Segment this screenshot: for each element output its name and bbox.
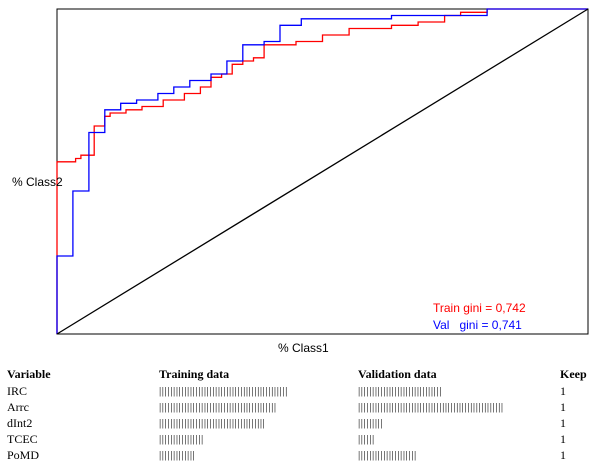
keep-value: 1 xyxy=(560,400,566,414)
table-header: Variable Training data Validation data K… xyxy=(7,366,597,383)
val-gini-annotation: Val gini = 0,741 xyxy=(433,318,522,332)
training-bar: |||||||||||||||| xyxy=(159,433,204,445)
keep-value: 1 xyxy=(560,432,566,446)
variable-name: Arrc xyxy=(7,400,29,414)
training-bar: ||||||||||||||||||||||||||||||||||||||||… xyxy=(159,401,277,413)
header-training-data: Training data xyxy=(159,367,230,381)
table-row: IRC ||||||||||||||||||||||||||||||||||||… xyxy=(7,383,597,399)
variable-name: TCEC xyxy=(7,432,38,446)
table-row: TCEC |||||||||||||||| |||||| 1 xyxy=(7,431,597,447)
keep-value: 1 xyxy=(560,448,566,462)
training-bar: ||||||||||||| xyxy=(159,449,196,461)
variable-name: PoMD xyxy=(7,448,40,462)
keep-value: 1 xyxy=(560,384,566,398)
train-gini-annotation: Train gini = 0,742 xyxy=(433,301,526,315)
variable-name: IRC xyxy=(7,384,28,398)
y-axis-label: % Class2 xyxy=(12,175,63,189)
variable-name: dInt2 xyxy=(7,416,33,430)
header-variable: Variable xyxy=(7,367,51,381)
keep-value: 1 xyxy=(560,416,566,430)
header-validation-data: Validation data xyxy=(358,367,437,381)
header-keep: Keep xyxy=(560,367,587,381)
validation-bar: ||||||||| xyxy=(358,417,384,429)
val-roc-curve xyxy=(56,8,588,334)
table-row: Arrc |||||||||||||||||||||||||||||||||||… xyxy=(7,399,597,415)
validation-bar: ||||||||||||||||||||| xyxy=(358,449,417,461)
diagonal-reference-line xyxy=(56,8,589,335)
validation-bar: |||||| xyxy=(358,433,375,445)
validation-bar: ||||||||||||||||||||||||||||||||||||||||… xyxy=(358,401,504,413)
table-row: PoMD ||||||||||||| |||||||||||||||||||||… xyxy=(7,447,597,463)
roc-chart: % Class2 % Class1 Train gini = 0,742 Val… xyxy=(12,8,589,355)
training-bar: ||||||||||||||||||||||||||||||||||||||||… xyxy=(159,385,288,397)
table-row: dInt2 ||||||||||||||||||||||||||||||||||… xyxy=(7,415,597,431)
series-layer xyxy=(56,8,589,335)
roc-chart-svg: % Class2 % Class1 Train gini = 0,742 Val… xyxy=(12,8,589,355)
variable-table: Variable Training data Validation data K… xyxy=(7,366,597,463)
training-bar: |||||||||||||||||||||||||||||||||||||| xyxy=(159,417,266,429)
x-axis-label: % Class1 xyxy=(278,341,329,355)
validation-bar: |||||||||||||||||||||||||||||| xyxy=(358,385,443,397)
